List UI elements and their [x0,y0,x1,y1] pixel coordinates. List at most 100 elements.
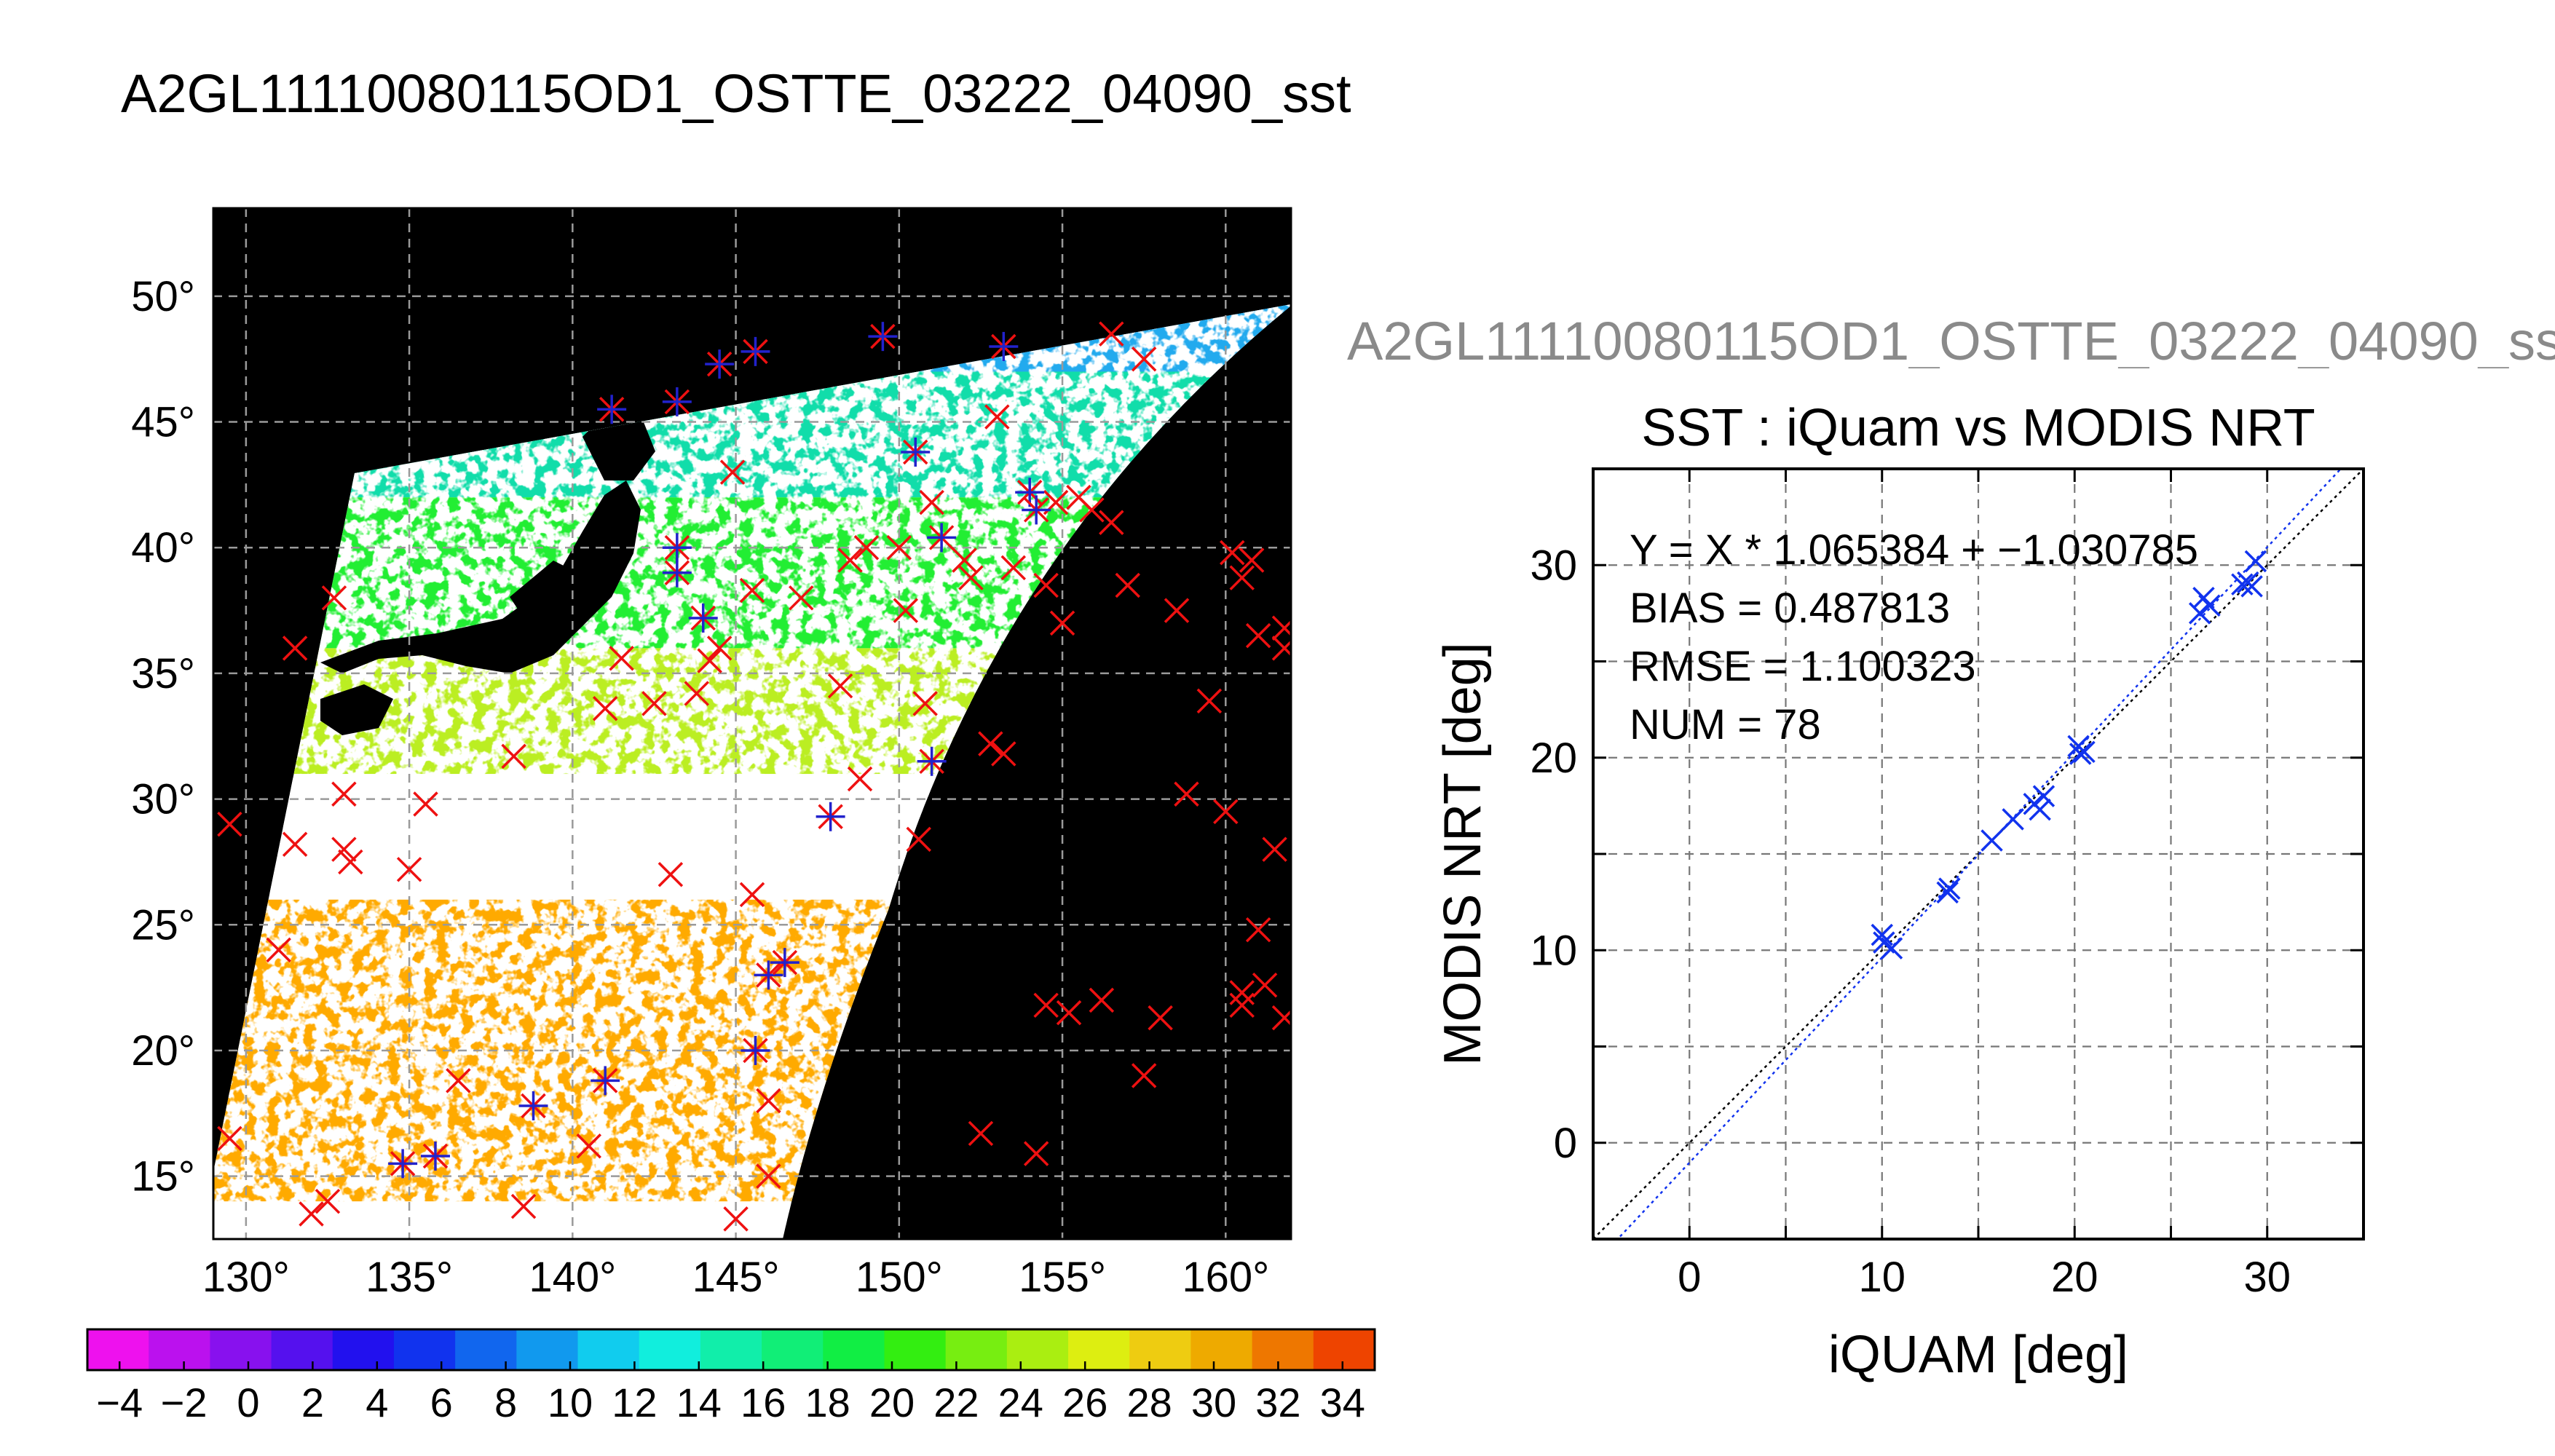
scatter-x-tick-label: 30 [2243,1254,2291,1301]
matchup-marker-red [886,535,912,561]
colorbar-swatch [210,1329,272,1370]
matchup-marker-red [1033,992,1059,1018]
colorbar-tick-label: 4 [366,1380,388,1425]
map-lat-tick-label: 30° [131,776,195,823]
scatter-x-tick-label: 10 [1858,1254,1906,1301]
matchup-marker-red [1131,346,1157,372]
map-lon-tick-label: 150° [856,1254,943,1301]
scatter-point [2231,573,2254,596]
matchup-marker-red [1213,799,1239,825]
matchup-marker-red [958,565,984,590]
map-lon-tick-label: 130° [202,1254,290,1301]
matchup-marker-overlap [754,960,783,990]
matchup-marker-red [1174,781,1199,807]
matchup-marker-red [1000,555,1027,581]
matchup-marker-red [315,1188,341,1214]
identity-line [1593,469,2364,1239]
map-axis-labels: 130° 135° 140° 145° 150° 155° 160° 15° 20° 25° 30°… [131,273,1269,1301]
scatter-title: SST : iQuam vs MODIS NRT [1641,399,2315,457]
matchup-marker-red [331,836,357,862]
matchup-marker-red [1099,321,1124,347]
colorbar-swatch [639,1329,701,1370]
matchup-marker-red [1079,497,1105,523]
matchup-marker-red [1229,565,1255,590]
map-lon-tick-label: 160° [1182,1254,1269,1301]
scatter-y-tick-label: 10 [1530,927,1577,974]
matchup-marker-red [1245,622,1271,649]
scatter-point [2032,785,2056,807]
colorbar-tick-label: 32 [1255,1380,1300,1425]
matchup-marker-overlap [518,1091,548,1120]
matchup-marker-red [853,535,880,561]
matchup-marker-red [282,831,308,858]
matchup-marker-red [217,811,242,837]
matchup-marker-red [756,1088,781,1114]
map-frame [212,207,1292,1241]
matchup-marker-red [893,598,919,623]
map-lon-tick-label: 140° [529,1254,616,1301]
matchup-marker-red [1099,510,1124,535]
colorbar-tick-label: 12 [612,1380,657,1425]
matchup-marker-red [697,648,722,673]
matchup-marker-red [592,696,618,721]
scatter-ticks: 0 10 20 30 0 10 20 30 [1530,467,2365,1301]
map-lat-tick-label: 25° [131,901,195,949]
matchup-marker-red [1239,547,1265,573]
colorbar-swatch [516,1329,579,1370]
scatter-point [2069,743,2092,765]
matchup-marker-red [1252,972,1278,998]
stats-annotation: RMSE = 1.100323 [1630,643,1976,690]
scatter-point [2244,550,2267,573]
matchup-marker-red [338,849,363,875]
map-lat-tick-label: 15° [131,1153,195,1200]
scatter-point [2002,808,2024,831]
colorbar-swatch [1190,1329,1253,1370]
fit-line [1616,469,2342,1239]
map-lat-tick-label: 50° [131,273,195,320]
colorbar: −4 −2 0 2 4 6 8 10 12 14 16 18 20 22 24 26 28 30 32 34 [86,1328,1376,1425]
colorbar-tick-label: 10 [548,1380,593,1425]
colorbar-swatch [1006,1329,1069,1370]
matchup-marker-red [321,585,347,611]
colorbar-tick-label: 2 [301,1380,324,1425]
matchup-marker-red [952,547,977,573]
scatter-y-tick-label: 20 [1530,735,1577,782]
matchup-marker-red [217,1125,242,1152]
matchup-marker-red [299,1201,324,1227]
matchup-marker-red [501,743,526,769]
colorbar-frame [86,1328,1376,1372]
colorbar-tick-label: 22 [933,1380,979,1425]
matchup-marker-overlap [989,331,1019,361]
matchup-marker-red [1220,539,1245,566]
scatter-point [2029,798,2051,821]
matchup-marker-red [919,489,944,515]
matchup-marker-red [1131,1063,1157,1088]
secondary-chart-title: A2GL11110080115OD1_OSTTE_03222_04090_sst [1347,314,2555,368]
colorbar-swatch [1313,1329,1375,1370]
colorbar-tick-label: 24 [998,1380,1043,1425]
colorbar-tick-label: 34 [1320,1380,1365,1425]
colorbar-tick-label: 6 [430,1380,453,1425]
matchup-marker-red [609,645,634,671]
colorbar-tick-label: 16 [741,1380,786,1425]
matchup-marker-red [991,741,1016,767]
matchup-marker-red [1089,987,1115,1013]
scatter-x-tick-label: 20 [2051,1254,2098,1301]
matchup-marker-overlap [770,948,799,978]
matchup-marker-overlap [591,1066,620,1096]
map-gridlines [213,208,1291,1239]
matchup-marker-overlap [868,322,898,352]
stats-annotation: BIAS = 0.487813 [1630,585,1950,632]
matchup-marker-red [837,547,863,573]
matchup-marker-overlap [816,802,845,831]
matchup-marker-red [282,636,308,661]
matchup-marker-red [657,861,684,887]
matchup-marker-red [756,1163,781,1189]
scatter-point [1938,877,1961,900]
chart-title: A2GL11110080115OD1_OSTTE_03222_04090_sst [121,63,1351,124]
colorbar-swatch [393,1329,456,1370]
matchup-marker-red [413,791,438,817]
matchup-marker-red [1245,917,1271,943]
colorbar-swatch [1129,1329,1191,1370]
colorbar-swatch [700,1329,762,1370]
